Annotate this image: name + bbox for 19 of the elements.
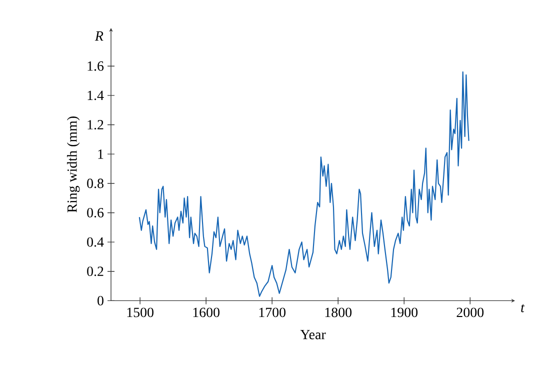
y-tick-label: 0.4 [87, 237, 104, 247]
text: R [94, 31, 104, 41]
x-tick-label: 2000 [456, 308, 484, 318]
y-tick-label: 0.6 [87, 208, 104, 218]
x-axis-title: Year [300, 330, 326, 340]
y-tick-label: 0.2 [87, 266, 104, 276]
y-tick-label: 1 [98, 149, 104, 159]
text: t [521, 304, 525, 312]
y-tick-label: 1.4 [88, 90, 104, 100]
y-tick-label: 0.8 [87, 178, 104, 188]
y-tick-label: 1.6 [88, 61, 104, 71]
y-tick-label: 0 [98, 296, 104, 306]
y-tick-label: 1.2 [88, 120, 104, 130]
x-tick-label: 1700 [259, 308, 286, 318]
x-tick-label: 1800 [325, 308, 352, 318]
x-tick-label: 1500 [127, 308, 154, 318]
x-tick-label: 1600 [193, 308, 220, 318]
x-tick-label: 1900 [391, 308, 418, 318]
y-axis-title: Ring width (mm) [67, 116, 80, 212]
